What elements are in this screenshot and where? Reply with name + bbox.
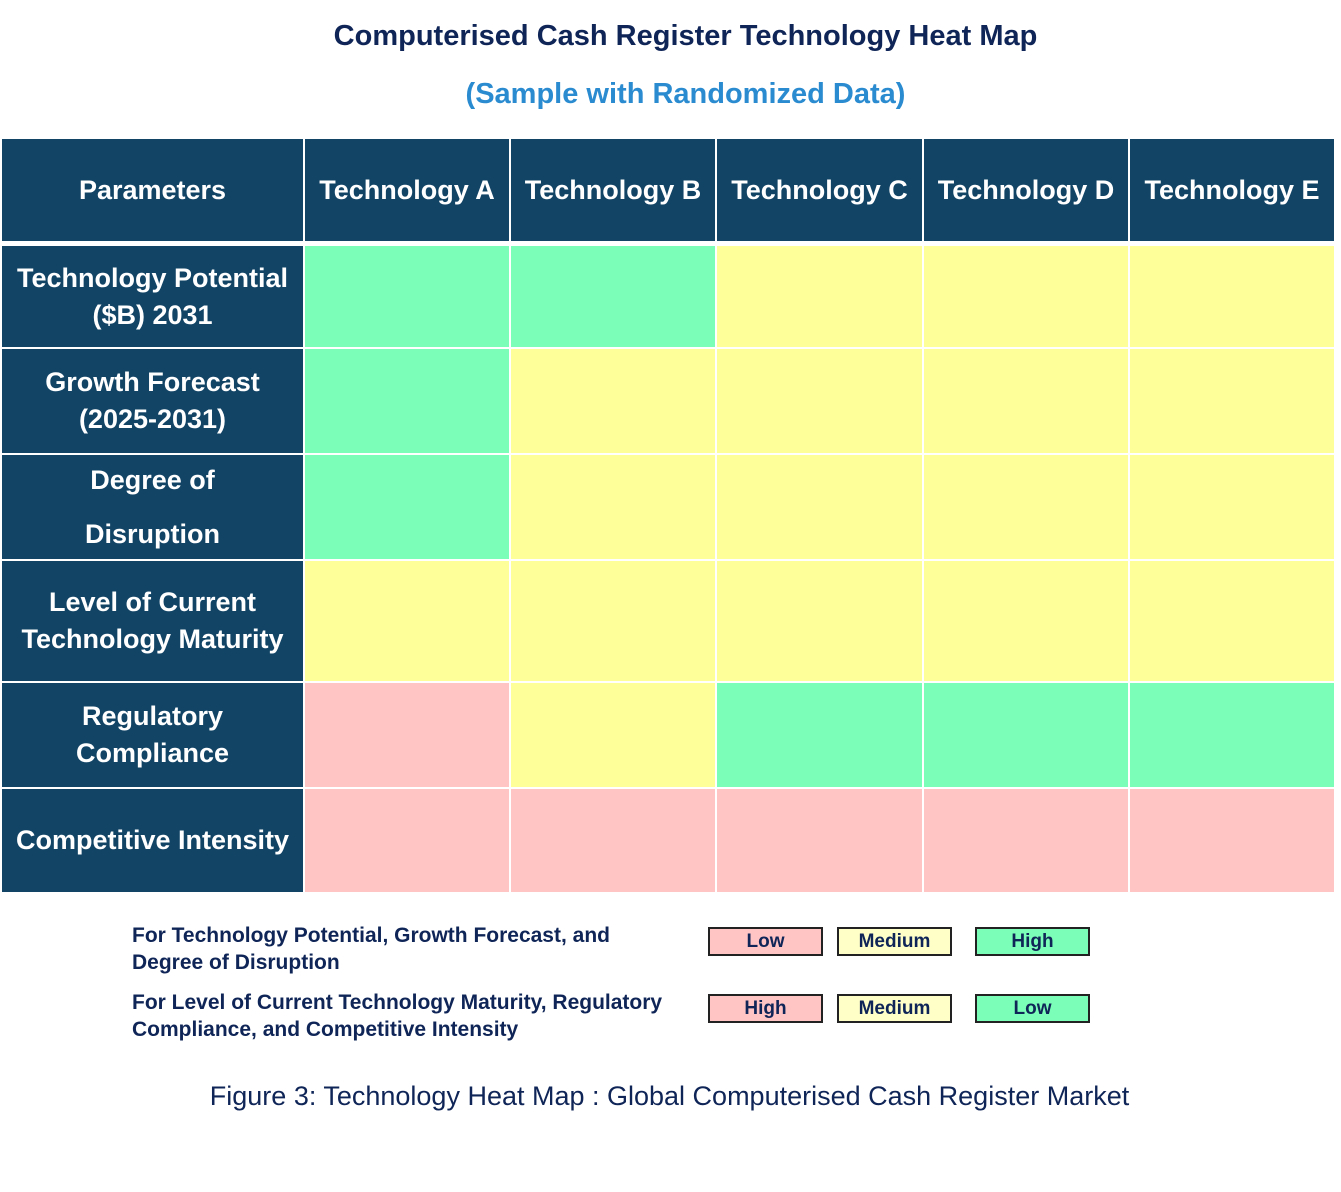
heat-cell [717,349,922,453]
row-label: Regulatory Compliance [2,683,303,787]
heat-cell [717,455,922,559]
heat-cell [717,789,922,892]
heat-cell [1130,455,1334,559]
heat-cell [924,683,1128,787]
heat-cell [924,789,1128,892]
row-label: Growth Forecast (2025-2031) [2,349,303,453]
heat-cell [305,561,509,681]
row-label: Degree of Disruption [2,455,303,559]
row-label: Competitive Intensity [2,789,303,892]
caption: Figure 3: Technology Heat Map : Global C… [209,1081,1130,1111]
heat-cell [1130,789,1334,892]
legend-swatch: High [975,927,1090,956]
heat-cell [717,561,922,681]
heat-cell [511,246,715,347]
legend-text: For Technology Potential, Growth Forecas… [132,924,610,974]
legend-swatch: Low [708,927,823,956]
heat-cell [305,246,509,347]
heat-cell [511,455,715,559]
row-label: Level of Current Technology Maturity [2,561,303,681]
heat-cell [717,246,922,347]
heat-cell [1130,683,1334,787]
heat-cell [1130,246,1334,347]
legend-text: For Level of Current Technology Maturity… [132,991,663,1041]
heat-cell [511,683,715,787]
heat-cell [924,455,1128,559]
column-header: Technology E [1130,139,1334,241]
legend-swatch: High [708,994,823,1023]
heat-cell [511,789,715,892]
column-header: Technology D [924,139,1128,241]
column-header: Technology B [511,139,715,241]
legend-swatch: Low [975,994,1090,1023]
heat-cell [924,246,1128,347]
heat-cell [1130,561,1334,681]
heat-cell [1130,349,1334,453]
heat-cell [305,349,509,453]
column-header: Technology A [305,139,509,241]
heat-cell [511,349,715,453]
legend-swatch: Medium [837,994,952,1023]
title: Computerised Cash Register Technology He… [333,20,1038,52]
heat-cell [924,561,1128,681]
column-header: Parameters [2,139,303,241]
heat-cell [511,561,715,681]
column-header: Technology C [717,139,922,241]
heat-cell [717,683,922,787]
heat-cell [305,683,509,787]
row-label: Technology Potential ($B) 2031 [2,246,303,347]
heat-cell [924,349,1128,453]
heat-cell [305,789,509,892]
legend-swatch: Medium [837,927,952,956]
subtitle: (Sample with Randomized Data) [465,78,906,110]
heat-cell [305,455,509,559]
